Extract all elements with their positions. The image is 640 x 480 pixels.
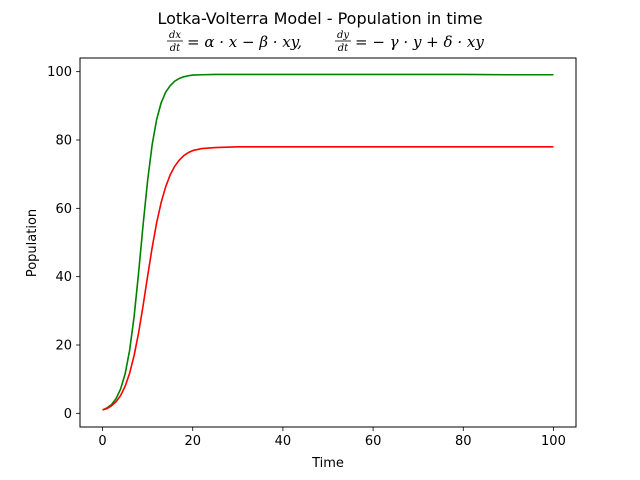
y-tick-label: 40: [55, 270, 72, 285]
x-tick-label: 100: [541, 434, 566, 449]
eq1-rhs: = α · x − β · xy,: [187, 33, 302, 51]
x-axis-label: Time: [311, 456, 344, 471]
series-line-2: [102, 146, 554, 411]
chart-title: Lotka-Volterra Model - Population in tim…: [157, 9, 482, 28]
eq2-rhs: = − γ · y + δ · xy: [355, 33, 484, 51]
y-tick-label: 80: [55, 134, 72, 149]
eq1-denominator: dt: [170, 43, 181, 54]
y-tick-label: 20: [55, 339, 72, 354]
x-tick-label: 0: [98, 434, 106, 449]
chart-subtitle-equations: dx dt = α · x − β · xy, dy dt = − γ · y …: [167, 30, 484, 54]
series-layer: [102, 73, 554, 411]
y-tick-label: 100: [47, 65, 72, 80]
x-tick-label: 60: [365, 434, 382, 449]
eq2-denominator: dt: [338, 43, 349, 54]
x-axis-ticks: 0 20 40 60 80 100: [98, 427, 566, 449]
x-tick-label: 40: [275, 434, 292, 449]
y-axis-label: Population: [25, 209, 40, 277]
x-tick-label: 80: [455, 434, 472, 449]
y-tick-label: 0: [64, 407, 72, 422]
y-axis-ticks: 0 20 40 60 80 100: [47, 65, 80, 422]
y-tick-label: 60: [55, 202, 72, 217]
eq2-numerator: dy: [337, 30, 349, 41]
eq1-numerator: dx: [169, 30, 181, 41]
plot-area-frame: [79, 57, 577, 428]
x-tick-label: 20: [184, 434, 201, 449]
series-line-1: [102, 73, 554, 411]
